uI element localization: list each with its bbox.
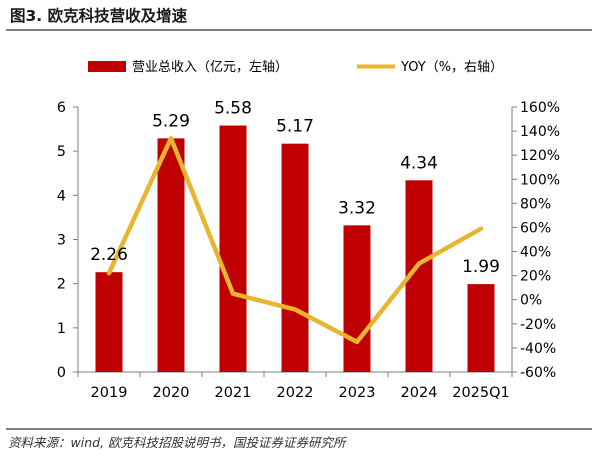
right-axis-tick-label: 80% bbox=[520, 196, 551, 212]
bar-2023 bbox=[343, 225, 371, 372]
bar-2019 bbox=[95, 272, 123, 372]
x-axis-tick-label: 2022 bbox=[277, 385, 314, 401]
right-axis-tick-label: -40% bbox=[520, 341, 556, 357]
bar-data-label: 5.29 bbox=[152, 111, 190, 131]
x-axis-tick-label: 2021 bbox=[215, 385, 252, 401]
right-axis-tick-label: -20% bbox=[520, 317, 556, 333]
legend-label-revenue: 营业总收入（亿元，左轴） bbox=[132, 60, 288, 75]
right-axis-tick-label: 20% bbox=[520, 269, 551, 285]
right-axis-tick-label: 160% bbox=[520, 100, 560, 116]
x-axis-tick-label: 2024 bbox=[401, 385, 438, 401]
right-axis-tick-label: 40% bbox=[520, 245, 551, 261]
left-axis-tick-label: 2 bbox=[57, 277, 66, 293]
bar-data-label: 3.32 bbox=[338, 198, 376, 218]
bar-2022 bbox=[281, 143, 309, 372]
legend: 营业总收入（亿元，左轴） YOY（%，右轴） bbox=[88, 60, 503, 75]
x-axis-tick-label: 2025Q1 bbox=[452, 385, 510, 401]
right-axis-tick-label: 140% bbox=[520, 124, 560, 140]
bar-data-label: 2.26 bbox=[90, 245, 128, 265]
figure-title: 图3. 欧克科技营收及增速 bbox=[10, 7, 188, 25]
x-axis-tick-label: 2019 bbox=[91, 385, 128, 401]
left-axis-tick-label: 4 bbox=[57, 188, 66, 204]
bar-data-label: 4.34 bbox=[400, 153, 438, 173]
bar-2021 bbox=[219, 125, 247, 372]
x-axis-tick-label: 2020 bbox=[153, 385, 190, 401]
source-divider bbox=[6, 428, 592, 430]
legend-swatch-revenue bbox=[88, 61, 126, 72]
right-axis-tick-label: 100% bbox=[520, 172, 560, 188]
right-axis-tick-label: 60% bbox=[520, 220, 551, 236]
right-axis-tick-label: 0% bbox=[520, 293, 542, 309]
right-axis-tick-label: 120% bbox=[520, 148, 560, 164]
legend-label-yoy: YOY（%，右轴） bbox=[400, 60, 503, 75]
title-divider bbox=[6, 29, 592, 31]
bar-data-label: 5.58 bbox=[214, 99, 252, 119]
bar-2020 bbox=[157, 138, 185, 372]
bar-data-label: 5.17 bbox=[276, 117, 314, 137]
left-axis-tick-label: 1 bbox=[57, 321, 66, 337]
left-axis-tick-label: 5 bbox=[57, 144, 66, 160]
left-axis-tick-label: 6 bbox=[57, 100, 66, 116]
source-note: 资料来源：wind, 欧克科技招股说明书，国投证券证券研究所 bbox=[8, 435, 346, 450]
left-axis-tick-label: 3 bbox=[57, 233, 66, 249]
x-axis-tick-label: 2023 bbox=[339, 385, 376, 401]
right-axis-tick-label: -60% bbox=[520, 365, 556, 381]
bar-data-label: 1.99 bbox=[462, 257, 500, 277]
left-axis-tick-label: 0 bbox=[57, 365, 66, 381]
bar-2025Q1 bbox=[467, 284, 495, 372]
